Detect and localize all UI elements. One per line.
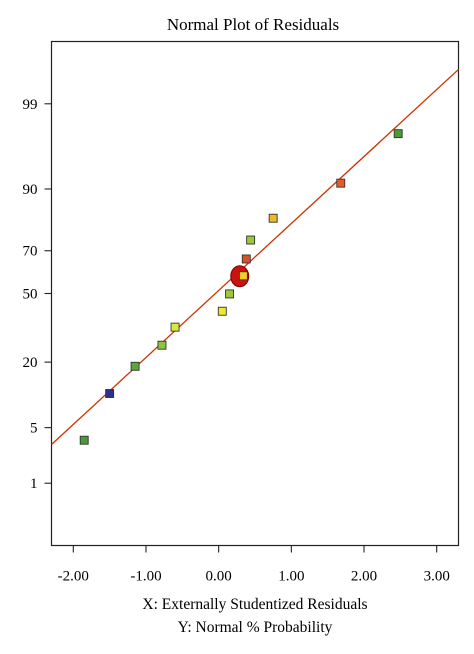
y-tick-label: 50 <box>23 287 38 303</box>
data-point <box>336 178 346 188</box>
data-point <box>170 322 180 332</box>
y-tick-label: 90 <box>23 182 38 198</box>
data-point <box>130 361 140 371</box>
x-tick-label: 3.00 <box>424 569 450 585</box>
data-point <box>238 271 248 281</box>
y-tick-label: 99 <box>23 97 38 113</box>
plot-frame <box>50 40 460 547</box>
y-tick-label: 70 <box>23 244 38 260</box>
x-tick-label: 0.00 <box>206 569 232 585</box>
reference-line-layer <box>51 68 459 446</box>
x-tick-label: 1.00 <box>278 569 304 585</box>
chart-title: Normal Plot of Residuals <box>167 15 339 34</box>
data-point <box>246 235 256 245</box>
data-point <box>225 289 235 299</box>
data-point <box>105 389 115 398</box>
y-tick-label: 20 <box>23 355 38 371</box>
x-axis-ticks: -2.00 -1.00 0.00 1.00 2.00 3.00 <box>58 545 450 585</box>
reference-line <box>51 68 459 446</box>
data-point <box>393 129 403 139</box>
x-axis-label: X: Externally Studentized Residuals <box>142 596 367 613</box>
data-point <box>241 254 251 264</box>
y-axis-ticks: 1 5 20 50 70 90 99 <box>23 97 52 492</box>
data-point <box>157 340 167 350</box>
x-tick-label: 2.00 <box>351 569 377 585</box>
data-points-layer <box>79 129 403 445</box>
x-tick-label: -2.00 <box>58 569 89 585</box>
x-tick-label: -1.00 <box>130 569 161 585</box>
data-point <box>79 435 89 445</box>
y-tick-label: 5 <box>30 421 38 437</box>
y-axis-label: Y: Normal % Probability <box>178 619 333 636</box>
y-tick-label: 1 <box>30 476 38 492</box>
data-point <box>268 213 278 223</box>
data-point <box>217 306 227 316</box>
